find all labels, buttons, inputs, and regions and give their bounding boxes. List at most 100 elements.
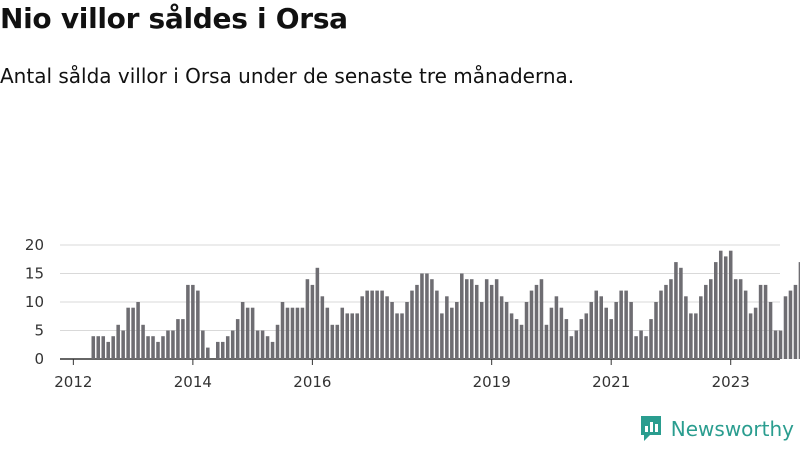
bar — [778, 330, 783, 359]
bar — [425, 273, 429, 359]
bar — [714, 262, 718, 359]
bar — [335, 324, 340, 359]
bar — [320, 296, 325, 359]
bar — [151, 336, 155, 359]
chart-subtitle: Antal sålda villor i Orsa under de senas… — [0, 64, 575, 88]
bar — [474, 284, 479, 359]
bar — [674, 262, 678, 359]
brand[interactable]: Newsworthy — [639, 414, 794, 444]
bar — [440, 313, 444, 359]
bar — [270, 341, 275, 359]
bar — [405, 302, 409, 359]
bar — [654, 302, 658, 359]
bar — [559, 307, 564, 359]
bar — [191, 284, 195, 359]
bar — [659, 290, 663, 359]
bar — [465, 279, 469, 359]
bar — [728, 250, 733, 359]
bar — [230, 330, 235, 359]
bar — [146, 336, 150, 359]
bar — [723, 256, 728, 359]
bar — [768, 302, 773, 359]
bar — [330, 324, 335, 359]
bar — [644, 336, 648, 359]
bar — [450, 307, 454, 359]
y-tick-label: 10 — [25, 293, 44, 311]
bar — [420, 273, 424, 359]
x-tick-label: 2014 — [174, 373, 212, 391]
bar — [255, 330, 260, 359]
bar — [624, 290, 628, 359]
bar — [758, 284, 763, 359]
bar — [121, 330, 125, 359]
bar — [455, 302, 459, 359]
y-tick-label: 0 — [34, 350, 44, 368]
y-tick-label: 15 — [25, 265, 44, 283]
bar — [350, 313, 354, 359]
bar — [260, 330, 265, 359]
bar — [206, 347, 210, 359]
bar — [733, 279, 738, 359]
bar — [679, 267, 683, 359]
bar — [410, 290, 414, 359]
bar — [509, 313, 514, 359]
bar — [111, 336, 115, 359]
bar — [689, 313, 693, 359]
x-tick-label: 2021 — [592, 373, 630, 391]
bar — [186, 284, 190, 359]
bar — [499, 296, 504, 359]
newsworthy-logo-icon — [640, 416, 661, 441]
bar — [285, 307, 290, 359]
bar — [225, 336, 230, 359]
bar — [629, 302, 633, 359]
bar — [748, 313, 753, 359]
bar — [599, 296, 603, 359]
x-tick-label: 2016 — [293, 373, 331, 391]
bar — [544, 324, 549, 359]
bar — [325, 307, 330, 359]
bar — [315, 267, 320, 359]
bar — [245, 307, 250, 359]
bar — [479, 302, 484, 359]
y-tick-label: 20 — [25, 236, 44, 254]
bar — [783, 296, 788, 359]
bar — [240, 302, 245, 359]
bar — [300, 307, 305, 359]
bar — [704, 284, 708, 359]
bar — [798, 262, 800, 359]
bar — [136, 302, 140, 359]
bar — [539, 279, 544, 359]
bar — [484, 279, 489, 359]
bar — [564, 319, 569, 359]
bar — [793, 284, 798, 359]
bar — [445, 296, 449, 359]
bar — [584, 313, 589, 359]
bar — [91, 336, 96, 359]
bar — [579, 319, 584, 359]
bar — [699, 296, 703, 359]
bar — [156, 341, 160, 359]
bar — [275, 324, 280, 359]
bar — [395, 313, 399, 359]
bar — [290, 307, 295, 359]
bar — [280, 302, 285, 359]
bar — [265, 336, 270, 359]
bar — [554, 296, 559, 359]
bar — [390, 302, 394, 359]
bar — [469, 279, 474, 359]
bar — [649, 319, 653, 359]
bar — [385, 296, 389, 359]
bar — [589, 302, 594, 359]
bar — [435, 290, 439, 359]
bar — [126, 307, 130, 359]
bar — [718, 250, 723, 359]
bar — [709, 279, 713, 359]
bar — [380, 290, 384, 359]
bar-chart: 0510152092012201420162019202120232025 — [25, 236, 800, 391]
bar — [529, 290, 534, 359]
bar — [519, 324, 524, 359]
bar — [96, 336, 101, 359]
bar — [101, 336, 105, 359]
bar — [181, 319, 185, 359]
bar — [489, 284, 494, 359]
